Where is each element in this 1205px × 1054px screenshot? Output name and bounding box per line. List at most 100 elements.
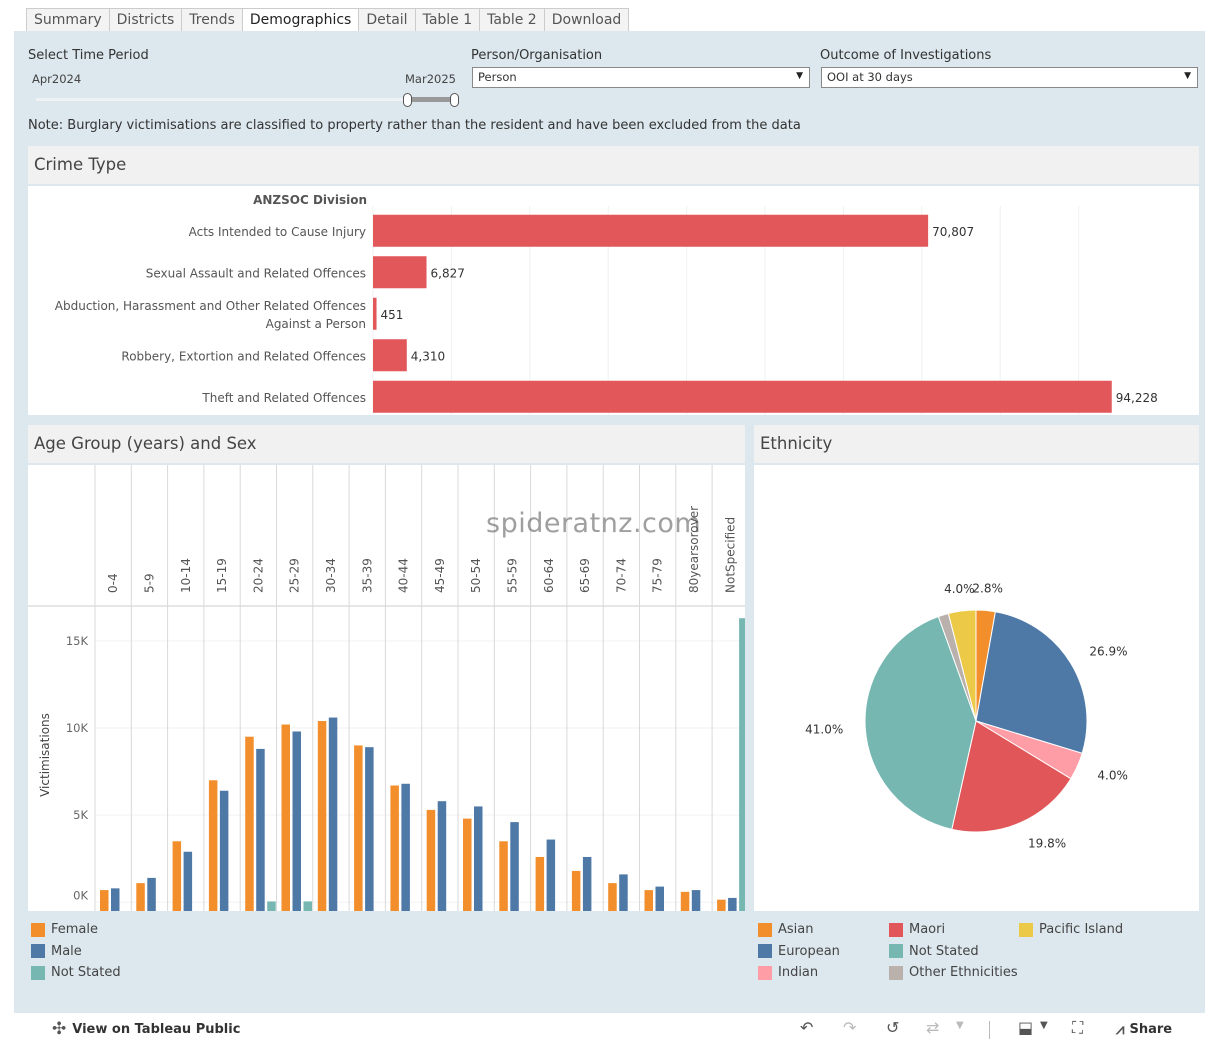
legend-item[interactable]: Male — [31, 944, 82, 959]
age-group-label: 60-64 — [542, 558, 556, 593]
tab-trends[interactable]: Trends — [182, 8, 243, 31]
tab-detail[interactable]: Detail — [359, 8, 416, 31]
y-tick-label: 5K — [73, 808, 88, 822]
age-bar-female[interactable] — [172, 841, 182, 911]
age-bar-male[interactable] — [328, 717, 338, 911]
age-bar-male[interactable] — [401, 783, 410, 911]
refresh-icon[interactable]: ⇄ — [926, 1018, 940, 1037]
age-bar-male[interactable] — [619, 874, 628, 911]
crime-bar[interactable] — [373, 339, 407, 372]
view-on-tableau-link[interactable]: ✣ View on Tableau Public — [52, 1019, 240, 1039]
age-bar-male[interactable] — [365, 747, 374, 911]
age-bar-female[interactable] — [608, 883, 617, 911]
pie-percent-label: 2.8% — [972, 582, 1003, 596]
tab-table-1[interactable]: Table 1 — [415, 8, 481, 31]
age-bar-female[interactable] — [281, 724, 291, 911]
y-tick-label: 0K — [73, 888, 88, 902]
tab-districts[interactable]: Districts — [109, 8, 183, 31]
crime-category-label: Against a Person — [266, 317, 366, 331]
share-button[interactable]: ⩘ Share — [1116, 1020, 1172, 1038]
legend-label: Male — [51, 943, 82, 959]
age-bar-male[interactable] — [183, 851, 193, 911]
legend-item[interactable]: Indian — [758, 965, 818, 980]
fullscreen-icon[interactable]: ⛶ — [1072, 1018, 1084, 1037]
age-bar-male[interactable] — [728, 897, 737, 911]
age-bar-female[interactable] — [571, 870, 581, 911]
legend-item[interactable]: Other Ethnicities — [889, 965, 1018, 980]
legend-item[interactable]: Not Stated — [889, 944, 979, 959]
age-bar-female[interactable] — [644, 890, 654, 911]
legend-label: Other Ethnicities — [909, 965, 1018, 980]
tab-bar: Summary Districts Trends Demographics De… — [26, 8, 630, 31]
age-bar-female[interactable] — [245, 736, 254, 911]
age-bar-female[interactable] — [426, 809, 436, 911]
crime-bar[interactable] — [373, 214, 929, 247]
tab-download[interactable]: Download — [544, 8, 630, 31]
time-slider-handle-start[interactable] — [403, 93, 412, 107]
age-bar-male[interactable] — [691, 890, 701, 911]
legend-label: Not Stated — [51, 965, 121, 980]
undo-icon[interactable]: ↶ — [800, 1018, 814, 1037]
age-bar-female[interactable] — [100, 890, 109, 911]
age-bar-female[interactable] — [680, 891, 690, 911]
outcome-dropdown[interactable]: OOI at 30 days ▼ — [821, 67, 1198, 88]
age-bar-male[interactable] — [474, 806, 483, 911]
age-bar-male[interactable] — [219, 790, 229, 911]
pie-slice[interactable] — [864, 615, 977, 830]
age-bar-male[interactable] — [437, 801, 447, 911]
age-bar-female[interactable] — [463, 818, 472, 911]
time-slider-track[interactable] — [36, 98, 458, 101]
legend-item[interactable]: Not Stated — [31, 965, 121, 980]
crime-value-label: 6,827 — [431, 266, 465, 280]
age-bar-male[interactable] — [256, 748, 265, 911]
person-org-dropdown[interactable]: Person ▼ — [472, 67, 810, 88]
age-bar-male[interactable] — [147, 877, 156, 911]
crime-bar[interactable] — [373, 380, 1112, 413]
age-bar-male[interactable] — [510, 822, 519, 911]
chevron-down-icon[interactable]: ▼ — [1040, 1020, 1048, 1031]
age-bar-female[interactable] — [317, 721, 327, 911]
age-bar-female[interactable] — [208, 780, 218, 911]
legend-item[interactable]: Female — [31, 922, 98, 937]
age-group-label: 80yearsorover — [687, 506, 701, 593]
tab-summary[interactable]: Summary — [26, 8, 110, 31]
time-slider-range[interactable] — [406, 97, 458, 102]
age-bar-female[interactable] — [354, 745, 363, 911]
legend-label: Indian — [778, 965, 819, 980]
age-bar-not-stated[interactable] — [303, 901, 313, 911]
legend-item[interactable]: Asian — [758, 922, 813, 937]
pie-slice[interactable] — [951, 720, 1072, 833]
age-bar-male[interactable] — [546, 839, 556, 911]
legend-item[interactable]: Pacific Island — [1019, 922, 1123, 937]
age-bar-female[interactable] — [499, 841, 508, 911]
age-bar-female[interactable] — [717, 899, 726, 911]
redo-icon[interactable]: ↷ — [843, 1018, 857, 1037]
crime-bar[interactable] — [373, 256, 427, 289]
age-bar-female[interactable] — [390, 785, 399, 911]
age-bar-male[interactable] — [111, 888, 120, 911]
download-icon[interactable]: ⬓ — [1018, 1018, 1034, 1037]
time-period-label: Select Time Period — [28, 48, 149, 63]
legend-label: Female — [51, 922, 99, 937]
age-bar-female[interactable] — [136, 883, 145, 911]
age-bar-male[interactable] — [582, 856, 592, 911]
age-bar-male[interactable] — [292, 731, 302, 911]
crime-bar[interactable] — [373, 297, 377, 330]
tab-demographics[interactable]: Demographics — [242, 8, 360, 31]
legend-swatch — [758, 944, 772, 958]
pie-slice[interactable] — [975, 611, 1088, 754]
age-bar-not-stated[interactable] — [267, 901, 276, 911]
crime-category-label: Sexual Assault and Related Offences — [146, 266, 366, 280]
time-slider-handle-end[interactable] — [450, 93, 459, 107]
tab-table-2[interactable]: Table 2 — [480, 8, 545, 31]
toolbar-divider — [989, 1021, 990, 1039]
legend-item[interactable]: European — [758, 944, 840, 959]
age-bar-not-stated[interactable] — [739, 618, 748, 911]
y-axis-title: Victimisations — [38, 713, 52, 797]
chevron-down-icon[interactable]: ▼ — [956, 1020, 964, 1031]
age-bar-female[interactable] — [535, 856, 545, 911]
age-bar-male[interactable] — [655, 886, 665, 911]
pie-slice[interactable] — [947, 609, 977, 722]
revert-icon[interactable]: ↺ — [886, 1018, 900, 1037]
legend-item[interactable]: Maori — [889, 922, 945, 937]
